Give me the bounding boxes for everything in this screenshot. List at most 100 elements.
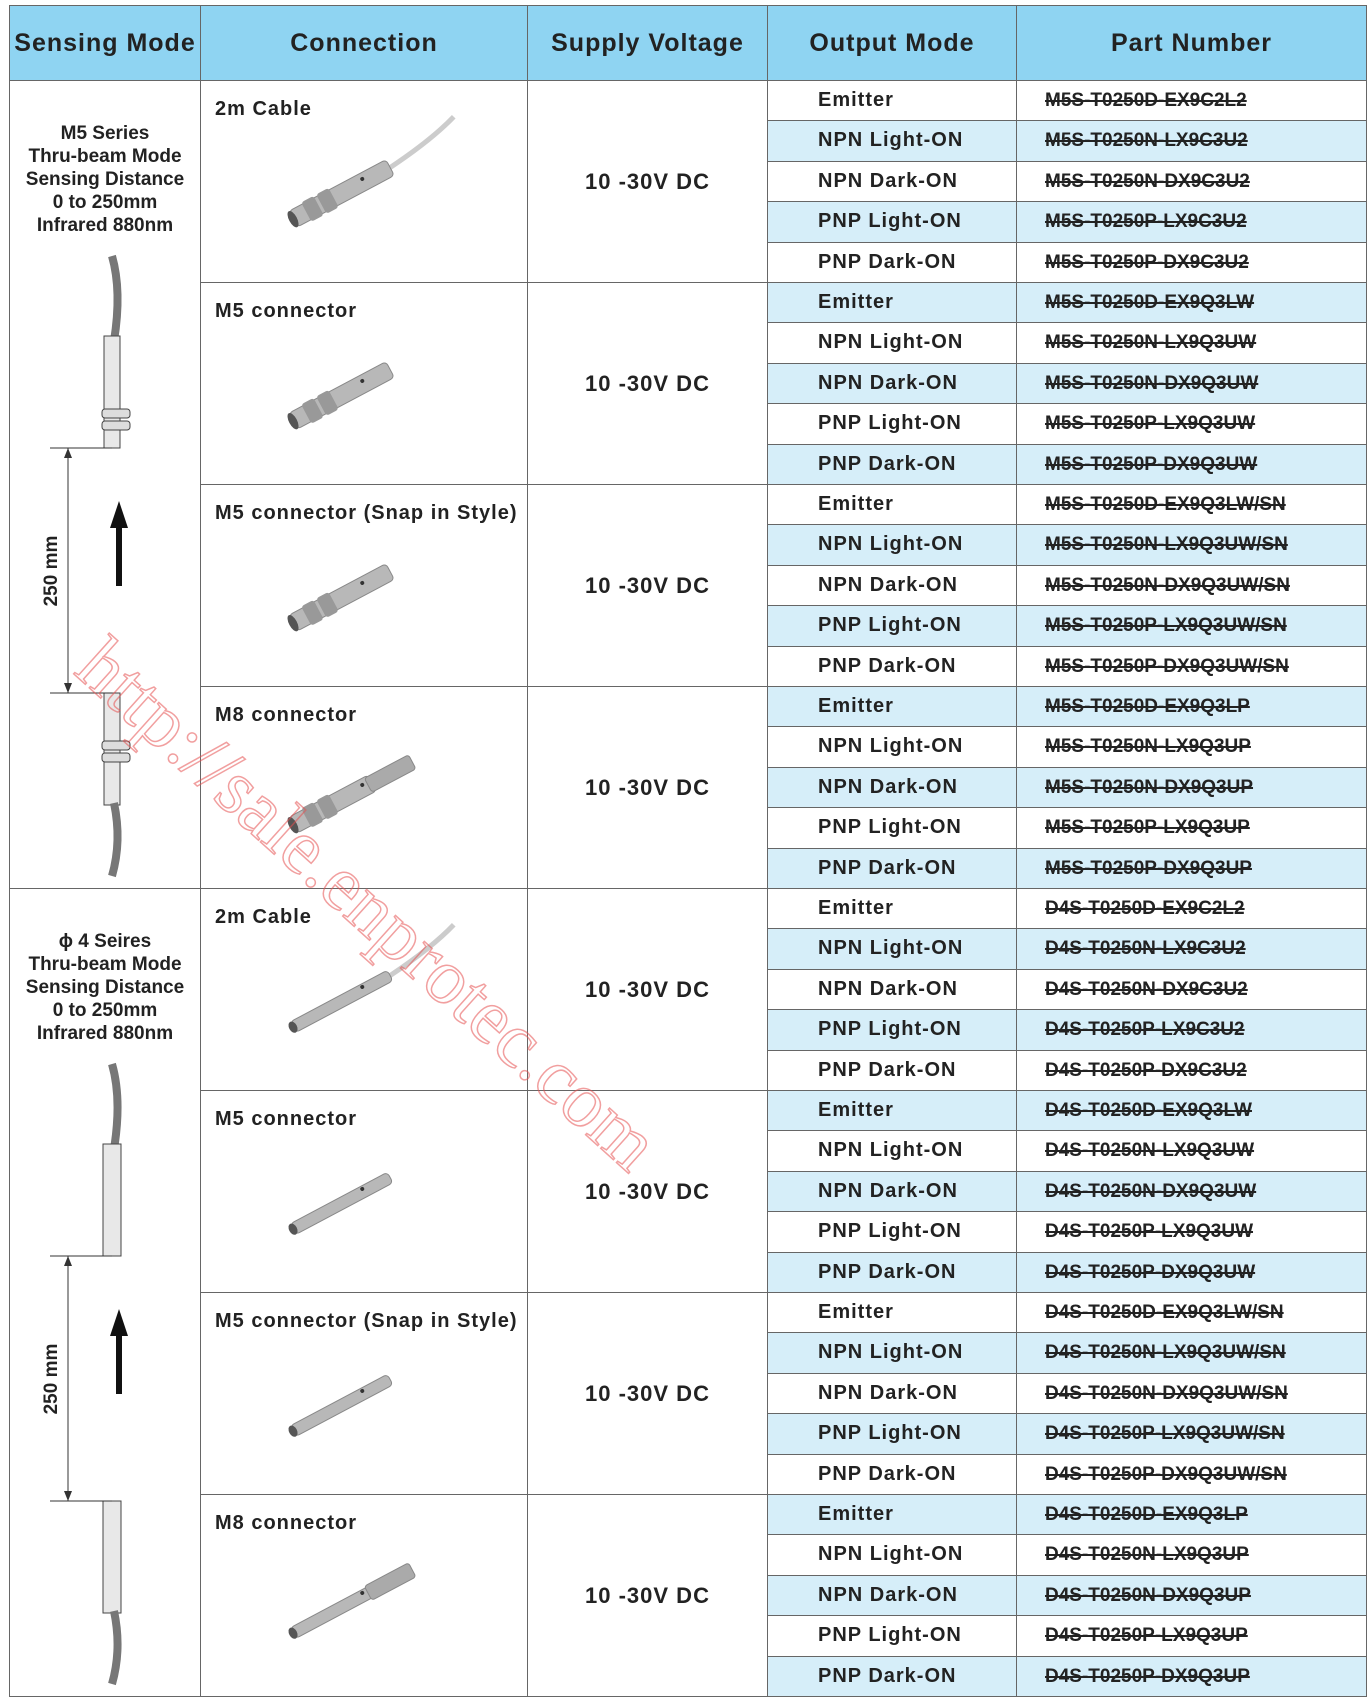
output-cell: PNP Dark-ON	[767, 1251, 1017, 1293]
part-number: M5S-T0250D-EX9Q3LP	[1045, 696, 1250, 717]
part-number: M5S-T0250P-DX9Q3UW/SN	[1045, 655, 1289, 677]
output-cell: PNP Dark-ON	[767, 1049, 1017, 1091]
series-label: Thru-beam Mode	[28, 954, 182, 975]
output-mode: PNP Dark-ON	[818, 654, 957, 677]
header-cell: Connection	[200, 5, 528, 81]
header-cell: Sensing Mode	[9, 5, 201, 81]
output-mode: NPN Light-ON	[818, 331, 964, 354]
part-cell: D4S-T0250D-EX9Q3LW/SN	[1016, 1292, 1367, 1334]
output-cell: PNP Light-ON	[767, 1009, 1017, 1051]
output-cell: Emitter	[767, 686, 1017, 728]
output-cell: NPN Light-ON	[767, 1332, 1017, 1374]
output-mode: Emitter	[818, 695, 894, 717]
output-mode: PNP Dark-ON	[818, 1664, 957, 1687]
output-cell: NPN Dark-ON	[767, 1170, 1017, 1213]
part-cell: M5S-T0250D-EX9C2L2	[1016, 80, 1367, 122]
part-number: D4S-T0250N-LX9Q3UW	[1045, 1140, 1255, 1162]
sensor-image	[288, 1375, 393, 1437]
output-cell: PNP Light-ON	[767, 1413, 1017, 1455]
output-cell: Emitter	[767, 80, 1017, 122]
output-mode: NPN Dark-ON	[818, 1381, 958, 1404]
output-cell: Emitter	[767, 282, 1017, 324]
part-number: D4S-T0250P-DX9Q3UW	[1045, 1261, 1256, 1283]
voltage-cell: 10 -30V DC	[527, 686, 768, 889]
series-label: 0 to 250mm	[52, 192, 158, 213]
output-cell: Emitter	[767, 1090, 1017, 1132]
output-cell: NPN Dark-ON	[767, 766, 1017, 809]
sensor-image	[287, 115, 456, 228]
output-mode: NPN Dark-ON	[818, 977, 958, 1000]
part-cell: M5S-T0250D-EX9Q3LP	[1016, 686, 1367, 728]
output-mode: Emitter	[818, 291, 894, 313]
part-cell: D4S-T0250N-LX9Q3UW/SN	[1016, 1332, 1367, 1374]
series-label: Infrared 880nm	[36, 215, 174, 236]
part-cell: D4S-T0250D-EX9Q3LW	[1016, 1090, 1367, 1132]
sensor-image	[288, 923, 456, 1033]
part-cell: M5S-T0250N-LX9Q3UW	[1016, 322, 1367, 364]
output-mode: NPN Dark-ON	[818, 371, 958, 394]
output-cell: PNP Dark-ON	[767, 847, 1017, 889]
output-cell: NPN Dark-ON	[767, 564, 1017, 607]
part-cell: D4S-T0250P-DX9C3U2	[1016, 1049, 1367, 1091]
output-cell: Emitter	[767, 484, 1017, 526]
connection-cell: M8 connector	[200, 1494, 528, 1697]
output-mode: PNP Light-ON	[818, 412, 962, 435]
output-cell: NPN Light-ON	[767, 1534, 1017, 1576]
output-cell: PNP Light-ON	[767, 807, 1017, 849]
part-cell: M5S-T0250N-DX9C3U2	[1016, 160, 1367, 203]
connection-label: M8 connector	[215, 1512, 358, 1534]
connection-cell: M5 connector	[200, 1090, 528, 1293]
voltage-label: 10 -30V DC	[585, 168, 710, 194]
output-mode: NPN Dark-ON	[818, 1179, 958, 1202]
output-cell: PNP Dark-ON	[767, 645, 1017, 687]
output-cell: PNP Light-ON	[767, 1615, 1017, 1657]
part-number: D4S-T0250N-DX9C3U2	[1045, 978, 1248, 1000]
output-cell: Emitter	[767, 888, 1017, 930]
voltage-label: 10 -30V DC	[585, 1380, 710, 1406]
output-cell: Emitter	[767, 1292, 1017, 1334]
part-number: D4S-T0250P-LX9C3U2	[1045, 1019, 1245, 1041]
output-mode: PNP Light-ON	[818, 1220, 962, 1243]
sensor-image	[287, 564, 394, 632]
output-mode: NPN Dark-ON	[818, 775, 958, 798]
output-cell: NPN Dark-ON	[767, 1574, 1017, 1617]
part-number: M5S-T0250P-LX9Q3UP	[1045, 817, 1250, 839]
output-cell: NPN Light-ON	[767, 322, 1017, 364]
part-number: D4S-T0250N-DX9Q3UW	[1045, 1180, 1257, 1202]
part-number: D4S-T0250N-LX9Q3UW/SN	[1045, 1342, 1286, 1364]
part-number: M5S-T0250P-LX9Q3UW/SN	[1045, 615, 1287, 637]
sensor-image	[287, 755, 416, 834]
voltage-cell: 10 -30V DC	[527, 80, 768, 283]
voltage-label: 10 -30V DC	[585, 1582, 710, 1608]
part-number: M5S-T0250D-EX9Q3LW/SN	[1045, 494, 1286, 515]
part-number: D4S-T0250P-DX9Q3UW/SN	[1045, 1463, 1287, 1485]
output-mode: Emitter	[818, 897, 894, 919]
voltage-label: 10 -30V DC	[585, 1178, 710, 1204]
part-number: D4S-T0250P-DX9Q3UP	[1045, 1665, 1250, 1687]
output-cell: PNP Dark-ON	[767, 1453, 1017, 1495]
output-cell: NPN Light-ON	[767, 1130, 1017, 1172]
part-cell: M5S-T0250N-DX9Q3UW/SN	[1016, 564, 1367, 607]
part-cell: D4S-T0250D-EX9Q3LP	[1016, 1494, 1367, 1536]
output-mode: NPN Light-ON	[818, 1543, 964, 1566]
output-mode: NPN Light-ON	[818, 129, 964, 152]
sensor-image	[287, 362, 394, 430]
voltage-label: 10 -30V DC	[585, 370, 710, 396]
output-mode: PNP Light-ON	[818, 1624, 962, 1647]
series-label: M5 Series	[60, 123, 150, 144]
part-number: D4S-T0250N-LX9Q3UP	[1045, 1544, 1249, 1566]
series-cell: M5 Series Thru-beam Mode Sensing Distance 0…	[9, 80, 201, 889]
output-cell: PNP Dark-ON	[767, 1655, 1017, 1697]
part-cell: M5S-T0250N-LX9C3U2	[1016, 120, 1367, 162]
series-label: Thru-beam Mode	[28, 146, 182, 167]
header-cell: Part Number	[1016, 5, 1367, 81]
part-number: D4S-T0250P-DX9C3U2	[1045, 1059, 1247, 1081]
distance-label: 250 mm	[41, 536, 62, 607]
series-label: Sensing Distance	[25, 169, 185, 190]
output-mode: NPN Dark-ON	[818, 573, 958, 596]
part-cell: M5S-T0250N-DX9Q3UW	[1016, 362, 1367, 405]
output-cell: NPN Dark-ON	[767, 160, 1017, 203]
part-number: M5S-T0250N-DX9C3U2	[1045, 170, 1250, 192]
part-number: M5S-T0250P-DX9Q3UW	[1045, 453, 1258, 475]
series-label: ϕ 4 Seires	[58, 931, 152, 952]
